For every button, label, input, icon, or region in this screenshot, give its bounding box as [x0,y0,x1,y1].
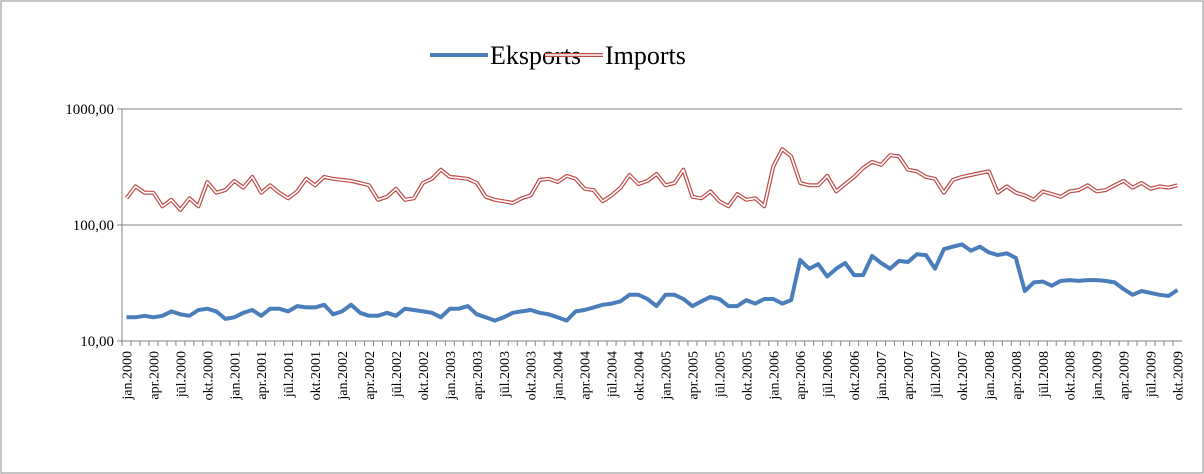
x-tick-label: apr.2006 [794,351,809,400]
x-tick-label: apr.2008 [1010,351,1025,400]
x-tick-label: jūl.2000 [174,351,189,398]
x-tick-label: jan.2002 [336,351,351,401]
y-tick-label: 100,00 [73,218,114,234]
x-tick-label: jūl.2006 [821,351,836,398]
x-tick-label: jūl.2001 [282,351,297,398]
x-tick-label: jan.2004 [552,351,567,401]
x-tick-label: jan.2007 [875,351,890,401]
x-tick-label: apr.2003 [471,351,486,400]
x-tick-label: jan.2008 [983,351,998,401]
x-tick-label: okt.2001 [309,351,324,400]
x-tick-label: jan.2006 [767,351,782,401]
x-tick-label: okt.2008 [1064,351,1079,400]
x-tick-label: okt.2004 [633,351,648,400]
x-tick-label: apr.2009 [1118,351,1133,400]
x-tick-label: jūl.2008 [1037,351,1052,398]
x-tick-label: jan.2005 [659,351,674,401]
x-tick-label: jan.2003 [444,351,459,401]
y-tick-label: 1000,00 [65,102,114,118]
x-tick-label: apr.2001 [255,351,270,400]
series-line [126,242,1179,323]
x-tick-label: okt.2003 [525,351,540,400]
y-tick-label: 10,00 [80,334,114,350]
legend-label: Imports [605,41,686,70]
x-tick-label: okt.2000 [201,351,216,400]
x-tick-label: apr.2000 [147,351,162,400]
x-tick-label: apr.2004 [579,351,594,400]
x-tick-label: apr.2002 [363,351,378,400]
x-tick-label: okt.2007 [956,351,971,400]
x-tick-label: jūl.2003 [498,351,513,398]
x-tick-label: jan.2001 [228,351,243,401]
x-tick-label: apr.2005 [686,351,701,400]
x-tick-label: apr.2007 [902,351,917,400]
x-tick-label: okt.2002 [417,351,432,400]
x-tick-label: okt.2009 [1172,351,1187,400]
x-tick-label: jūl.2007 [929,351,944,398]
series-line-inner [125,148,1178,211]
x-tick-label: jūl.2004 [606,351,621,398]
x-tick-label: okt.2006 [848,351,863,400]
x-tick-label: okt.2005 [740,351,755,400]
x-tick-label: jan.2009 [1091,351,1106,401]
x-tick-label: jūl.2005 [713,351,728,398]
x-tick-label: jan.2000 [120,351,135,401]
x-tick-label: jūl.2002 [390,351,405,398]
x-tick-label: jūl.2009 [1145,351,1160,398]
